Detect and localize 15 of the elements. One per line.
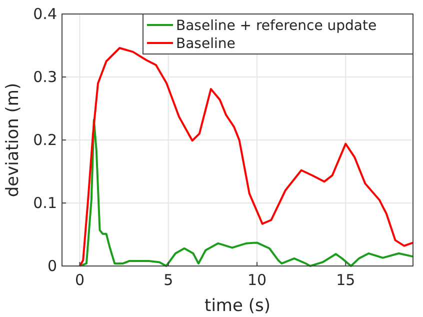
legend-label: Baseline	[176, 36, 236, 52]
x-tick-label: 10	[247, 271, 267, 289]
y-tick-label: 0.4	[33, 5, 57, 23]
x-axis-title: time (s)	[204, 296, 270, 316]
line-series	[78, 47, 414, 267]
x-tick-label: 15	[336, 271, 356, 289]
x-tick-label: 0	[74, 271, 84, 289]
legend-label: Baseline + reference update	[176, 18, 377, 34]
line-series	[78, 118, 414, 267]
y-tick-label: 0.3	[33, 68, 57, 86]
y-tick-label: 0.2	[33, 131, 57, 149]
y-axis-title: deviation (m)	[3, 82, 23, 198]
y-tick-label: 0.1	[33, 194, 57, 212]
x-tick-label: 5	[164, 271, 174, 289]
y-tick-label: 0	[47, 257, 57, 275]
